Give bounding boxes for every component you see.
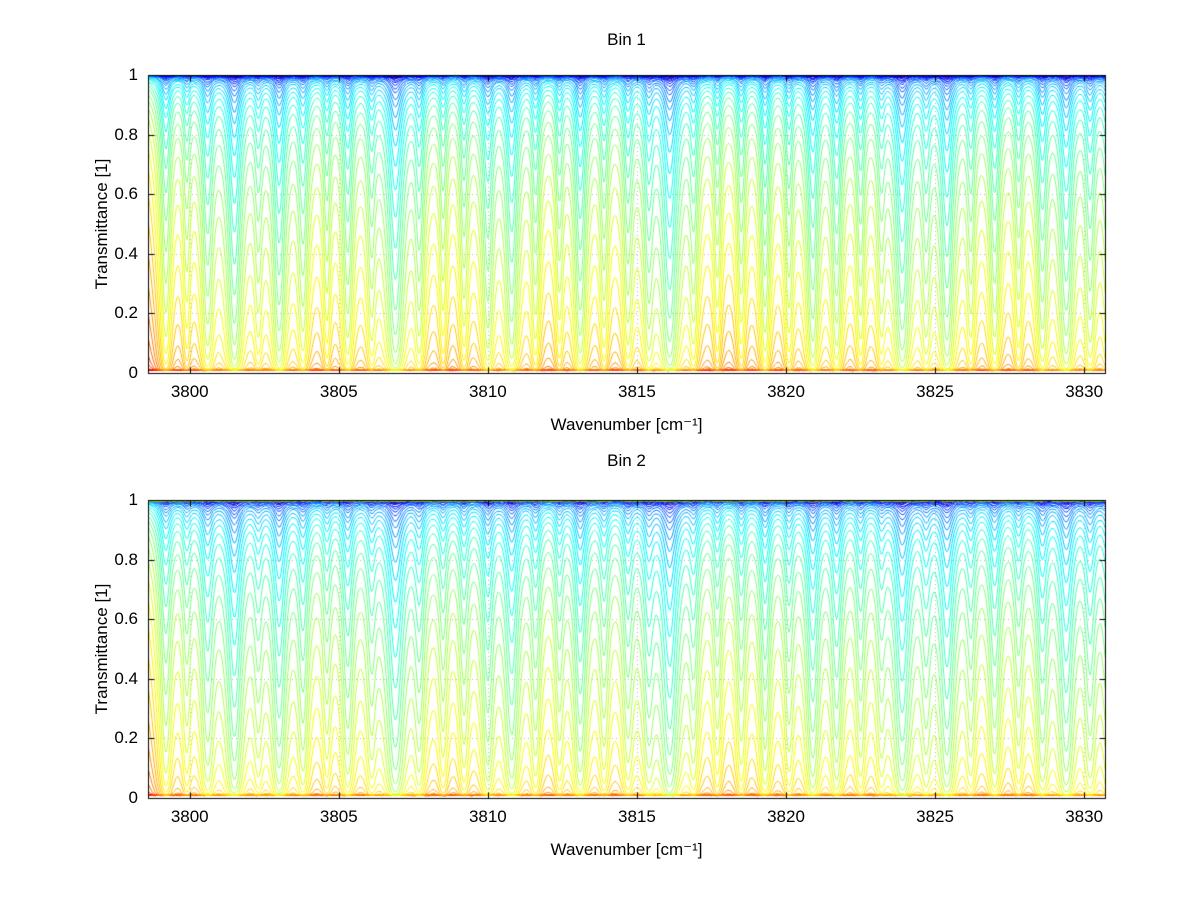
bin1-title: Bin 1: [607, 30, 646, 49]
bin1-y-axis-label: Transmittance [1]: [92, 158, 111, 290]
x-tick-label: 3815: [618, 807, 656, 826]
x-tick-label: 3825: [916, 382, 954, 401]
x-tick-label: 3830: [1065, 382, 1104, 401]
y-tick-label: 1: [128, 490, 138, 509]
y-tick-label: 0.6: [114, 609, 138, 629]
bin1-x-axis-label: Wavenumber [cm⁻¹]: [550, 415, 703, 434]
y-tick-label: 0.8: [114, 124, 138, 144]
y-tick-label: 0: [128, 363, 138, 382]
x-tick-label: 3805: [319, 807, 358, 826]
y-tick-label: 1: [128, 65, 138, 84]
x-tick-label: 3800: [170, 382, 209, 401]
y-tick-label: 0.8: [114, 549, 138, 569]
x-tick-label: 3820: [767, 807, 805, 826]
x-tick-label: 3810: [468, 382, 507, 401]
x-tick-label: 3805: [319, 382, 358, 401]
bin2-y-axis-label: Transmittance [1]: [92, 583, 111, 715]
bin2-title: Bin 2: [607, 451, 646, 470]
y-tick-label: 0.4: [114, 668, 138, 688]
y-tick-label: 0.2: [114, 728, 138, 748]
x-tick-label: 3810: [468, 807, 507, 826]
x-tick-label: 3820: [767, 382, 805, 401]
x-tick-label: 3830: [1065, 807, 1104, 826]
bin2-x-axis-label: Wavenumber [cm⁻¹]: [550, 840, 703, 859]
x-tick-label: 3800: [170, 807, 209, 826]
y-tick-label: 0.4: [114, 243, 138, 263]
y-tick-label: 0.6: [114, 184, 138, 204]
x-tick-label: 3815: [618, 382, 656, 401]
x-tick-label: 3825: [916, 807, 954, 826]
y-tick-label: 0: [128, 788, 138, 807]
y-tick-label: 0.2: [114, 303, 138, 323]
